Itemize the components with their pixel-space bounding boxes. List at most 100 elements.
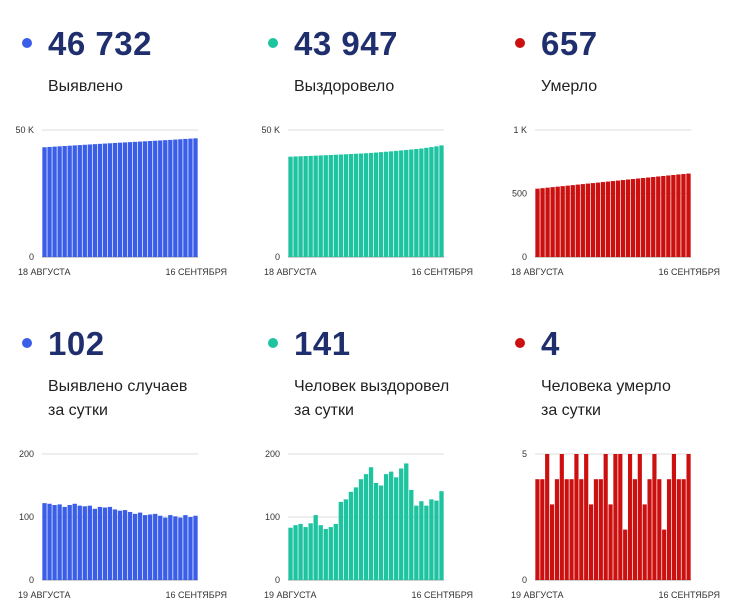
bar	[419, 501, 424, 580]
bar	[671, 454, 677, 580]
bar	[122, 142, 128, 257]
bar	[87, 505, 92, 580]
x-end-label: 16 СЕНТЯБРЯ	[658, 267, 720, 277]
bar	[636, 178, 641, 257]
bar	[671, 174, 676, 257]
bar	[193, 138, 198, 257]
bar	[112, 509, 118, 580]
bar	[625, 179, 631, 257]
x-start-label: 18 АВГУСТА	[511, 267, 564, 277]
bar	[42, 147, 47, 257]
bar	[373, 482, 379, 580]
bar	[77, 145, 82, 257]
x-end-label: 16 СЕНТЯБРЯ	[658, 590, 720, 600]
bar	[389, 471, 394, 580]
bar	[183, 515, 188, 580]
bar	[394, 477, 399, 580]
bar	[651, 176, 656, 257]
bar	[632, 479, 638, 580]
bar	[57, 504, 62, 580]
y-tick-label: 0	[522, 252, 527, 262]
x-start-label: 19 АВГУСТА	[264, 590, 317, 600]
bar	[610, 181, 616, 257]
x-start-label: 18 АВГУСТА	[264, 267, 317, 277]
bar	[127, 511, 133, 580]
legend-dot-icon	[22, 38, 32, 48]
bar	[303, 527, 308, 580]
bar	[399, 468, 404, 580]
bar	[82, 506, 87, 580]
bar	[333, 154, 338, 257]
bar	[399, 150, 404, 257]
x-end-label: 16 СЕНТЯБРЯ	[411, 590, 473, 600]
bar	[158, 515, 163, 580]
bar	[57, 146, 62, 257]
bar	[102, 507, 108, 580]
bar	[652, 454, 657, 580]
metric-label-line: Выявлено	[48, 78, 123, 95]
bar	[193, 515, 198, 580]
bar	[647, 479, 652, 580]
y-tick-label: 1 K	[513, 125, 527, 135]
bar	[353, 487, 359, 580]
bar	[590, 183, 596, 257]
bar	[67, 505, 72, 580]
bar	[293, 156, 298, 257]
bar	[188, 138, 193, 257]
bar	[368, 467, 374, 580]
bar	[358, 153, 364, 257]
panel-detected-total: 46 732 Выявлено 0 50 K 18 АВГУСТА 16 СЕНТЯБРЯ	[0, 0, 244, 300]
legend-dot-icon	[268, 38, 278, 48]
bar	[409, 149, 414, 257]
bar	[666, 175, 671, 257]
bar	[173, 516, 178, 580]
metric-value: 46 732	[48, 25, 152, 62]
y-tick-label: 500	[512, 189, 527, 199]
bar	[102, 143, 108, 257]
legend-dot-icon	[515, 38, 525, 48]
bar	[143, 515, 148, 580]
chart-recovered-daily: 0 100 200 19 АВГУСТА 16 СЕНТЯБРЯ	[264, 449, 473, 600]
bar	[303, 156, 308, 257]
chart-died-daily: 0 5 19 АВГУСТА 16 СЕНТЯБРЯ	[511, 449, 720, 600]
y-tick-label: 100	[19, 512, 34, 522]
x-start-label: 19 АВГУСТА	[18, 590, 71, 600]
bar	[414, 505, 419, 580]
panel-recovered-total: 43 947 Выздоровело 0 50 K 18 АВГУСТА 16 СЕНТЯ…	[246, 0, 490, 300]
metric-label-line: Выздоровело	[294, 78, 395, 95]
metric-label-line: за сутки	[48, 402, 108, 419]
bar	[308, 155, 313, 257]
bar	[545, 454, 550, 580]
bar	[394, 150, 399, 257]
bar	[178, 139, 183, 257]
bar	[676, 479, 681, 580]
bar	[107, 506, 113, 580]
bar	[338, 154, 343, 257]
y-tick-label: 200	[19, 449, 34, 459]
bar	[318, 155, 323, 257]
bar	[117, 142, 123, 257]
y-tick-label: 0	[275, 252, 280, 262]
panel-recovered-daily: 141 Человек выздоровел за сутки 0 100 200 19 А…	[246, 300, 490, 600]
bar	[550, 187, 555, 257]
bar	[434, 146, 439, 257]
bar	[328, 527, 333, 580]
legend-dot-icon	[268, 338, 278, 348]
y-tick-label: 50 K	[261, 125, 280, 135]
bar	[338, 501, 343, 580]
bar	[424, 505, 429, 580]
legend-dot-icon	[515, 338, 525, 348]
bar	[62, 146, 67, 257]
bar	[642, 504, 647, 580]
bar	[62, 506, 67, 580]
metric-label-line: за сутки	[294, 402, 354, 419]
metric-value: 657	[541, 25, 598, 62]
bar	[127, 142, 133, 257]
metric-label-line: Человек выздоровел	[294, 378, 450, 395]
bar	[168, 139, 173, 257]
x-end-label: 16 СЕНТЯБРЯ	[165, 590, 227, 600]
bar	[585, 183, 590, 257]
bar	[627, 454, 633, 580]
bar	[409, 489, 414, 580]
bar	[579, 479, 584, 580]
